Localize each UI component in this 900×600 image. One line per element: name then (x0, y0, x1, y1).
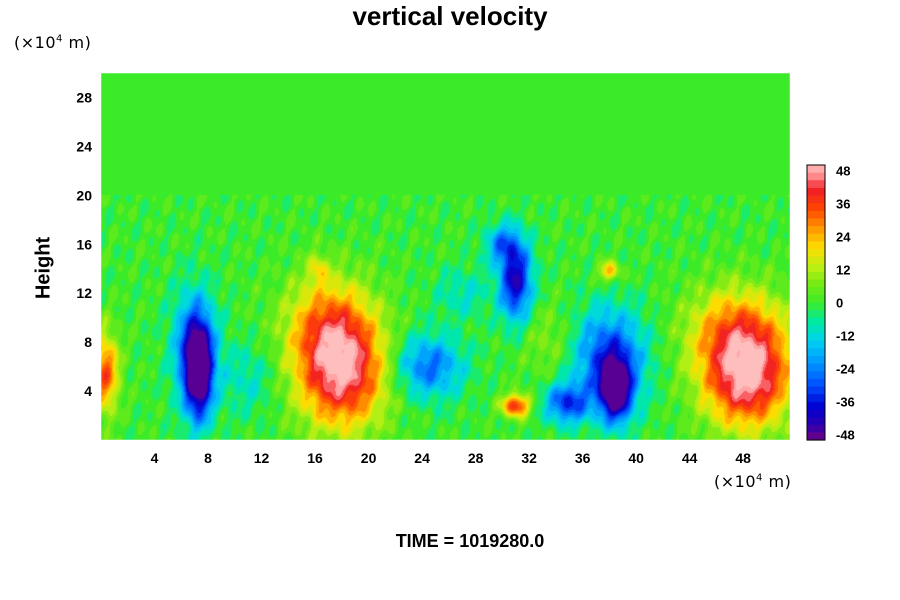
x-axis-unit: (×104 m) (714, 472, 791, 491)
plot-frame (100, 72, 791, 441)
x-tick-label: 44 (682, 450, 698, 466)
colorbar-swatch (807, 271, 825, 281)
colorbar-swatch (807, 302, 825, 311)
colorbar-swatch (807, 226, 825, 235)
colorbar-swatch (807, 203, 825, 212)
y-tick-label: 4 (84, 383, 92, 399)
colorbar-swatch (807, 279, 825, 288)
colorbar-swatch (807, 249, 825, 258)
colorbar-swatch (807, 417, 825, 426)
y-tick-label: 20 (76, 187, 92, 203)
colorbar-swatch (807, 264, 825, 273)
x-tick-label: 12 (254, 450, 270, 466)
x-tick-label: 20 (361, 450, 377, 466)
x-tick-label: 16 (307, 450, 323, 466)
colorbar-tick-label: 36 (836, 197, 850, 212)
x-tick-label: 40 (628, 450, 644, 466)
x-tick-label: 48 (735, 450, 751, 466)
colorbar-tick-label: 0 (836, 296, 843, 311)
colorbar-swatch (807, 363, 825, 372)
colorbar-swatch (807, 340, 825, 349)
colorbar-swatch (807, 371, 825, 380)
colorbar-tick-label: 48 (836, 164, 850, 179)
x-unit-exponent: 4 (756, 472, 763, 484)
colorbar-swatch (807, 424, 825, 433)
time-label: TIME = 1019280.0 (395, 531, 545, 551)
y-unit-prefix: (×10 (14, 33, 57, 52)
x-tick-label: 32 (521, 450, 537, 466)
colorbar-swatch (807, 233, 825, 242)
colorbar-tick-label: -24 (836, 362, 856, 377)
y-unit-suffix: m) (62, 33, 92, 52)
colorbar-swatch (807, 241, 825, 250)
colorbar-swatch (807, 165, 825, 174)
colorbar-swatch (807, 401, 825, 411)
colorbar-swatch (807, 355, 825, 365)
colorbar-swatch (807, 409, 825, 418)
colorbar-swatch (807, 210, 825, 220)
x-tick-label: 4 (151, 450, 159, 466)
colorbar-swatch (807, 348, 825, 357)
colorbar-swatch (807, 386, 825, 395)
colorbar-frame (806, 164, 826, 441)
colorbar-tick-label: -12 (836, 329, 855, 344)
colorbar-swatch (807, 325, 825, 334)
x-tick-label: 8 (204, 450, 212, 466)
colorbar-swatch (807, 180, 825, 189)
colorbar-swatch (807, 294, 825, 304)
x-unit-prefix: (×10 (714, 472, 757, 491)
chart-title: vertical velocity (352, 1, 548, 31)
y-tick-label: 12 (76, 285, 92, 301)
velocity-field-heatmap (101, 73, 790, 440)
colorbar-swatch (807, 317, 825, 327)
colorbar-tick-label: 12 (836, 263, 850, 278)
colorbar-swatch (807, 172, 825, 181)
colorbar-tick-label: 24 (836, 230, 851, 245)
colorbar-swatch (807, 195, 825, 204)
y-unit-exponent: 4 (56, 33, 63, 45)
colorbar-tick-label: -48 (836, 428, 855, 443)
colorbar-tick-label: -36 (836, 395, 855, 410)
y-tick-label: 24 (76, 138, 92, 154)
y-axis-unit: (×104 m) (14, 33, 91, 52)
colorbar-swatch (807, 310, 825, 319)
y-tick-label: 8 (84, 334, 92, 350)
x-unit-suffix: m) (762, 472, 792, 491)
y-tick-label: 28 (76, 89, 92, 105)
colorbar-swatch (807, 218, 825, 227)
colorbar-swatch (807, 333, 825, 342)
colorbar-swatch (807, 394, 825, 403)
x-tick-label: 36 (575, 450, 591, 466)
colorbar-swatch (807, 256, 825, 265)
colorbar-swatch (807, 378, 825, 388)
colorbar-swatch (807, 187, 825, 197)
x-tick-label: 24 (414, 450, 430, 466)
colorbar-swatch (807, 432, 825, 441)
y-tick-label: 16 (76, 236, 92, 252)
colorbar-swatch (807, 287, 825, 296)
x-tick-label: 28 (468, 450, 484, 466)
